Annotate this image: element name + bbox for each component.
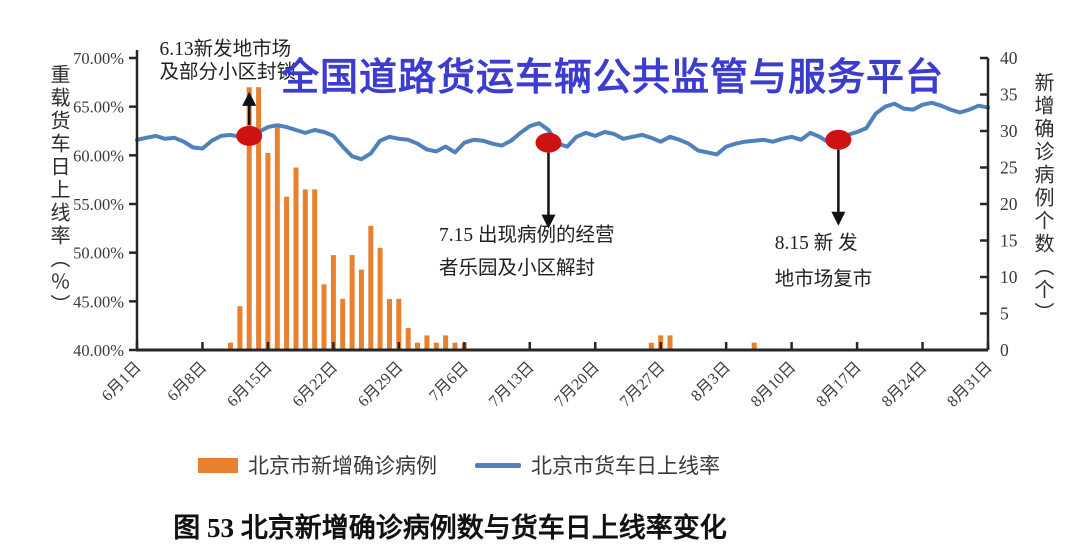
case-bar [246, 87, 252, 350]
case-bar [237, 306, 243, 350]
right-tick-label: 20 [1000, 194, 1018, 214]
legend-item-rate: 北京市货车日上线率 [475, 450, 720, 480]
cases-bars [228, 87, 757, 350]
left-axis-title: 重载货车日上线率（％） [47, 64, 69, 317]
x-tick-label: 8月10日 [748, 359, 800, 411]
case-bar [377, 247, 383, 350]
annotation-text-line: 者乐园及小区解封 [439, 257, 595, 279]
case-bar [648, 342, 654, 350]
left-tick-label: 60.00% [73, 146, 124, 165]
left-tick-label: 40.00% [73, 341, 124, 360]
case-bar [321, 284, 327, 350]
case-bar [358, 269, 364, 350]
left-tick-label: 55.00% [73, 195, 124, 214]
case-bar [312, 189, 318, 350]
case-bar [751, 342, 757, 350]
right-tick-label: 15 [1000, 231, 1018, 251]
arrow-down-icon [831, 211, 846, 226]
legend-label-cases: 北京市新增确诊病例 [248, 454, 437, 478]
case-bar [368, 225, 374, 350]
case-bar [340, 298, 346, 350]
case-bar [387, 298, 392, 350]
annotation-text-line: 地市场复市 [775, 268, 873, 290]
rate-line [135, 100, 990, 162]
x-tick-label: 6月15日 [224, 359, 276, 411]
left-tick-label: 50.00% [73, 244, 124, 263]
case-bar [452, 342, 458, 350]
case-bar [330, 255, 336, 350]
case-bar [274, 123, 280, 350]
right-tick-label: 5 [1000, 304, 1009, 324]
case-bar [293, 167, 299, 350]
event-dot [236, 125, 263, 146]
right-axis-title: 新增确诊病例个数（个） [1031, 72, 1053, 325]
case-bar [302, 189, 308, 350]
annotation-text-line: 7.15 出现病例的经营 [439, 224, 615, 246]
case-bar [228, 342, 233, 350]
x-tick-label: 8月31日 [944, 359, 996, 411]
case-bar [265, 152, 271, 350]
annotation-text-line: 及部分小区封锁 [159, 61, 296, 83]
right-tick-label: 35 [1000, 85, 1018, 105]
right-tick-label: 40 [1000, 48, 1018, 68]
left-tick-label: 65.00% [73, 98, 124, 117]
x-tick-label: 6月8日 [164, 359, 210, 405]
legend-item-cases: 北京市新增确诊病例 [198, 450, 437, 480]
arrow-down-icon [541, 214, 556, 229]
right-tick-label: 10 [1000, 267, 1018, 287]
case-bar [424, 335, 430, 350]
figure-caption: 图 53 北京新增确诊病例数与货车日上线率变化 [173, 513, 727, 543]
watermark-text: 全国道路货运车辆公共监管与服务平台 [281, 57, 945, 99]
case-bar [396, 298, 402, 350]
right-tick-label: 25 [1000, 158, 1018, 178]
case-bar [256, 87, 262, 350]
annotation-text-line: 8.15 新 发 [775, 232, 858, 254]
x-tick-label: 8月24日 [879, 359, 931, 411]
case-bar [415, 342, 420, 350]
event-dot [535, 132, 562, 153]
left-tick-label: 45.00% [73, 292, 124, 311]
case-bar [443, 335, 449, 350]
left-tick-label: 70.00% [73, 49, 124, 68]
x-tick-label: 8月17日 [813, 359, 865, 411]
x-tick-label: 7月20日 [551, 359, 603, 411]
legend: 北京市新增确诊病例 北京市货车日上线率 [0, 450, 918, 480]
x-tick-label: 6月29日 [355, 359, 407, 411]
case-bar [284, 196, 290, 350]
rate-swatch-icon [475, 462, 521, 468]
x-tick-label: 6月22日 [290, 359, 342, 411]
cases-swatch-icon [198, 457, 238, 473]
x-tick-label: 8月3日 [688, 359, 734, 405]
legend-label-rate: 北京市货车日上线率 [531, 454, 720, 478]
event-dot [825, 129, 852, 150]
right-tick-label: 0 [1000, 340, 1009, 360]
case-bar [349, 255, 355, 350]
x-tick-label: 7月27日 [617, 359, 669, 411]
right-tick-label: 30 [1000, 121, 1018, 141]
x-tick-label: 6月1日 [99, 359, 145, 405]
x-tick-label: 7月6日 [426, 359, 472, 405]
case-bar [667, 335, 673, 350]
x-tick-label: 7月13日 [486, 359, 538, 411]
case-bar [405, 328, 411, 350]
arrow-up-icon [242, 91, 257, 106]
case-bar [433, 342, 439, 350]
annotation-text-line: 6.13新发地市场 [159, 38, 291, 60]
